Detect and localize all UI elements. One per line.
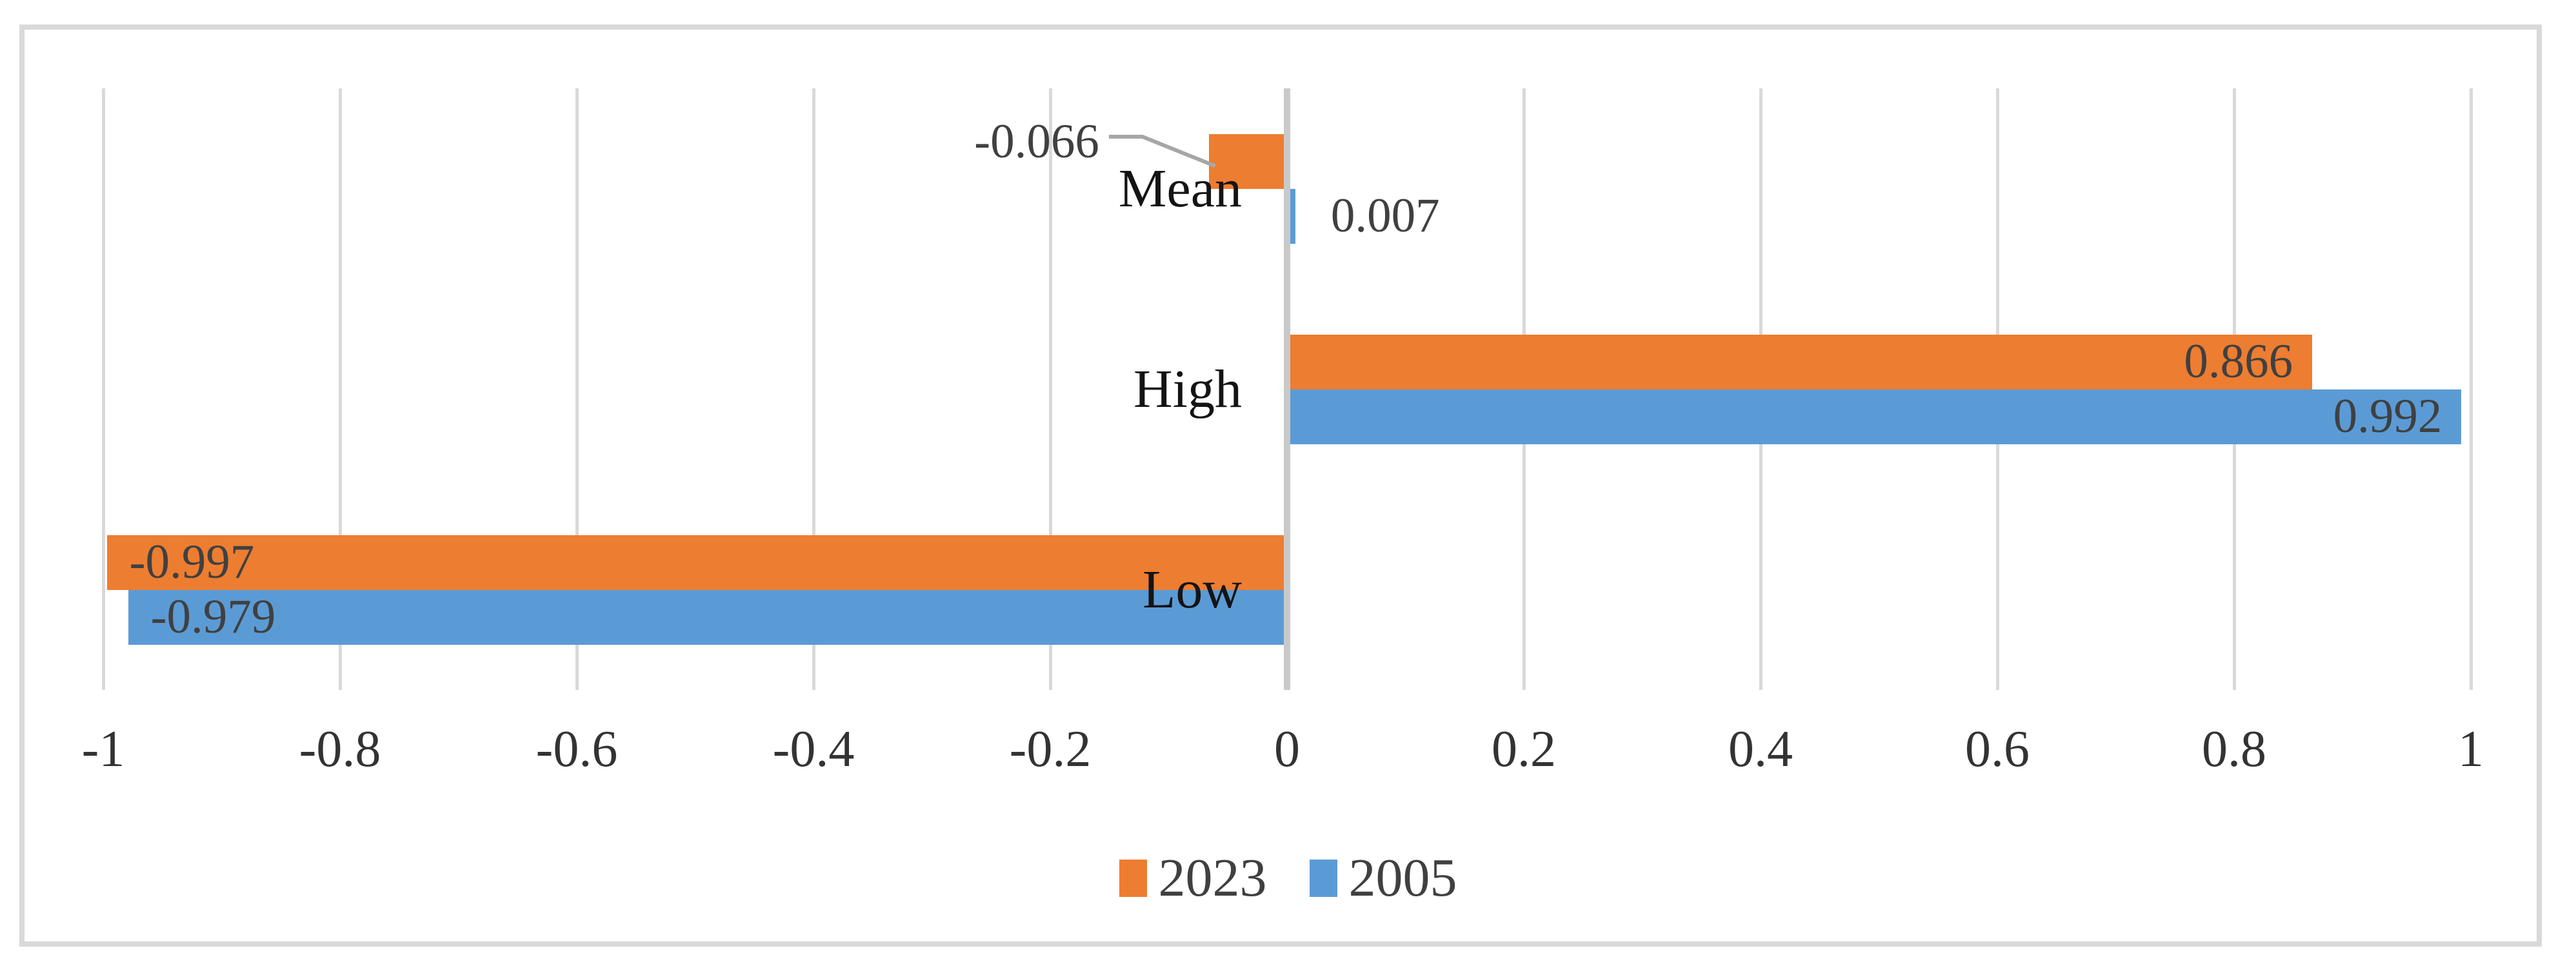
x-tick-label: -0.6 (535, 721, 618, 778)
x-tick-label: -0.8 (299, 721, 381, 778)
gridline (2470, 88, 2473, 690)
data-label-2005-mean: 0.007 (1330, 189, 1440, 242)
bar-2023-mean (1208, 133, 1287, 189)
gridline (812, 88, 815, 690)
bar-2023-high (1287, 334, 2313, 389)
legend-label: 2023 (1158, 848, 1267, 908)
bar-2005-low (128, 589, 1287, 645)
x-tick-label: 0.4 (1728, 721, 1793, 778)
bar-2023-low (106, 535, 1287, 590)
legend-label: 2005 (1348, 848, 1457, 908)
legend-swatch-icon (1119, 860, 1147, 897)
x-tick-label: 0.2 (1492, 721, 1556, 778)
category-label-mean: Mean (1118, 158, 1242, 219)
legend-swatch-icon (1309, 860, 1337, 897)
x-tick-label: -0.4 (772, 721, 855, 778)
bar-2005-high (1287, 389, 2462, 444)
data-label-2023-high: 0.866 (2184, 335, 2293, 388)
data-label-2005-high: 0.992 (2333, 389, 2442, 443)
gridline (1049, 88, 1052, 690)
x-tick-label: -1 (81, 721, 125, 778)
data-label-2005-low: -0.979 (150, 590, 276, 644)
x-tick-label: 1 (2458, 721, 2484, 778)
x-tick-label: 0.6 (1965, 721, 2030, 778)
legend-item-2023: 2023 (1119, 849, 1267, 908)
category-label-low: Low (1143, 559, 1242, 620)
legend-item-2005: 2005 (1309, 848, 1457, 908)
gridline (102, 88, 105, 690)
x-tick-label: 0 (1274, 721, 1300, 778)
gridline (339, 88, 342, 690)
legend: 2023 2005 (0, 846, 2576, 910)
zero-axis-line (1284, 88, 1290, 690)
x-tick-label: 0.8 (2202, 721, 2266, 778)
x-tick-label: -0.2 (1009, 721, 1092, 778)
data-label-2023-mean: -0.066 (974, 115, 1099, 168)
data-label-2023-low: -0.997 (129, 535, 255, 589)
gridline (575, 88, 579, 690)
category-label-high: High (1133, 359, 1242, 419)
